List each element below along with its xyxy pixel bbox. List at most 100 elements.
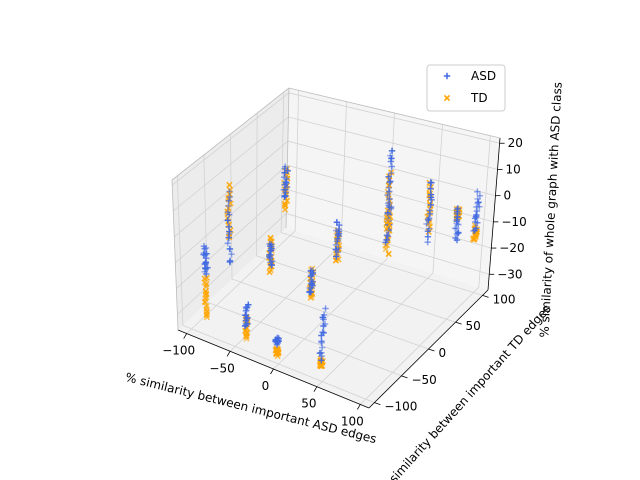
asd-point — [226, 245, 234, 253]
td-point — [273, 345, 280, 352]
asd-point — [243, 315, 251, 322]
legend-label-asd: ASD — [471, 69, 496, 83]
grid-line-y — [280, 92, 483, 296]
asd-point — [383, 231, 391, 239]
td-point — [385, 250, 392, 258]
asd-point — [318, 349, 325, 356]
td-point — [273, 346, 280, 353]
td-point — [203, 274, 211, 281]
asd-point — [333, 219, 341, 226]
x-tick-mark — [183, 333, 188, 339]
td-point — [226, 181, 233, 189]
pane-edge — [171, 179, 179, 331]
asd-point — [476, 192, 484, 199]
y-tick-mark — [455, 321, 462, 325]
z-axis-line — [487, 137, 501, 291]
grid-line-x — [186, 90, 299, 334]
td-point — [384, 218, 392, 225]
asd-point — [319, 328, 326, 336]
asd-point — [228, 250, 235, 258]
asd-point — [476, 203, 483, 210]
asd-point — [333, 253, 340, 260]
y-tick-mark — [374, 402, 381, 406]
asd-point — [274, 334, 281, 341]
asd-point — [472, 225, 480, 232]
legend-marker-asd — [443, 72, 451, 80]
asd-point — [424, 238, 431, 246]
asd-point — [386, 203, 393, 211]
asd-point — [318, 338, 325, 345]
asd-point — [388, 163, 396, 170]
grid-line-x — [360, 135, 491, 405]
x-tick-label: −50 — [209, 361, 234, 375]
asd-point — [386, 195, 393, 203]
asd-point — [424, 233, 432, 240]
z-tick-label: −10 — [501, 215, 526, 229]
grid-line-y — [176, 175, 375, 403]
asd-point — [226, 188, 233, 195]
asd-point — [280, 186, 288, 193]
asd-point — [322, 305, 329, 312]
asd-point — [454, 229, 462, 236]
asd-point — [266, 240, 273, 248]
asd-point — [268, 257, 276, 265]
y-tick-mark — [428, 348, 435, 352]
z-tick-label: 10 — [506, 162, 521, 176]
x-tick-mark — [226, 351, 231, 357]
asd-point — [428, 179, 435, 186]
legend-marker-td — [443, 94, 451, 102]
asd-point — [426, 207, 433, 214]
asd-point — [320, 311, 328, 319]
asd-point — [475, 199, 482, 206]
td-point — [282, 202, 289, 209]
legend: ASD TD — [426, 64, 506, 112]
y-tick-label: 50 — [466, 319, 481, 333]
asd-point — [385, 200, 392, 207]
asd-point — [335, 245, 342, 252]
data-points — [200, 147, 484, 370]
y-tick-mark — [401, 375, 408, 379]
asd-point — [224, 217, 231, 224]
asd-point — [427, 201, 434, 209]
asd-point — [224, 240, 232, 247]
pane-edge — [288, 87, 501, 139]
legend-td-cross — [443, 94, 451, 102]
asd-point — [387, 152, 394, 159]
asd-point — [243, 305, 250, 312]
x-tick-mark — [270, 368, 274, 375]
asd-point — [423, 220, 430, 228]
td-point — [267, 234, 274, 242]
asd-point — [225, 223, 233, 230]
asd-point — [332, 241, 340, 249]
y-tick-label: −100 — [384, 400, 417, 414]
td-point — [386, 221, 393, 229]
asd-point — [385, 173, 392, 180]
asd-point — [425, 225, 433, 232]
asd-point — [427, 191, 435, 198]
asd-point — [474, 188, 481, 195]
z-axis-label: % similarity of whole graph with ASD cla… — [537, 82, 564, 338]
y-tick-label: −50 — [411, 373, 436, 387]
grid-line-x — [316, 124, 443, 387]
asd-point — [200, 249, 208, 257]
pane-edge — [171, 87, 290, 181]
z-tick-label: −30 — [497, 267, 522, 281]
x-tick-label: 0 — [262, 379, 270, 393]
x-tick-label: 50 — [301, 397, 316, 411]
asd-point — [321, 320, 329, 328]
asd-point — [452, 234, 459, 242]
asd-point — [384, 209, 392, 216]
asd-point — [384, 191, 391, 199]
asd-point — [384, 233, 392, 240]
asd-point — [309, 267, 316, 274]
x-tick-mark — [313, 386, 318, 392]
x-tick-label: −100 — [162, 344, 195, 358]
asd-point — [474, 219, 481, 226]
td-point — [203, 302, 210, 310]
z-tick-label: −20 — [499, 241, 524, 255]
x-tick-mark — [356, 404, 361, 410]
asd-point — [334, 231, 342, 238]
y-tick-label: 100 — [493, 292, 516, 306]
asd-point — [224, 208, 232, 216]
